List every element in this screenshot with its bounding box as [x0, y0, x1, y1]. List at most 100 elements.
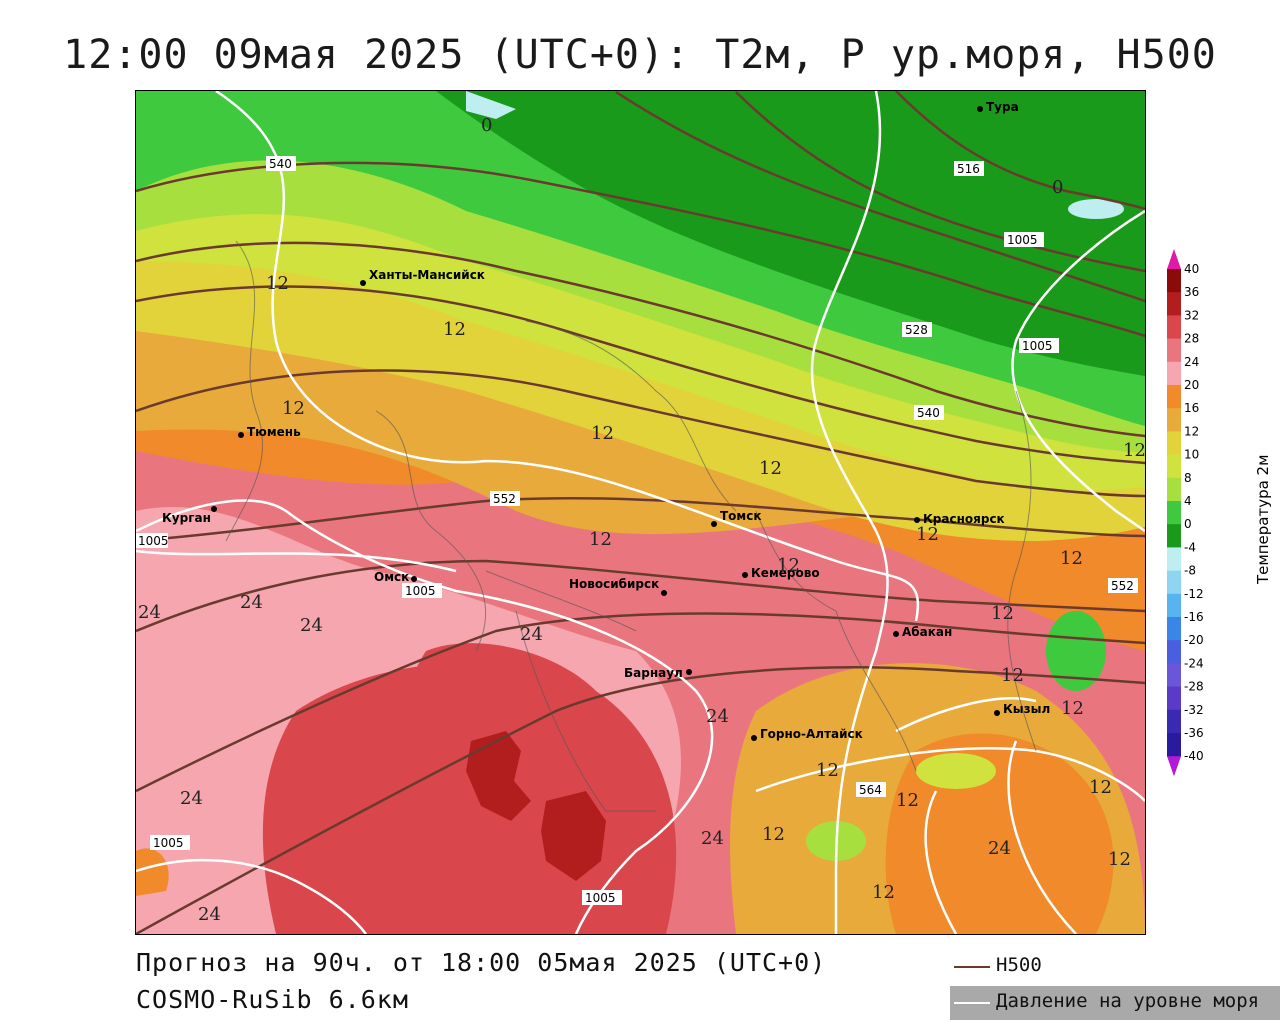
svg-text:Красноярск: Красноярск	[923, 512, 1005, 526]
svg-text:12: 12	[282, 398, 305, 419]
colorbar-tick-label: -40	[1184, 749, 1204, 763]
colorbar-swatch	[1167, 315, 1181, 340]
colorbar-tick-label: -4	[1184, 540, 1196, 554]
svg-text:Омск: Омск	[374, 570, 409, 584]
colorbar-swatch	[1167, 269, 1181, 293]
city-tomsk: Томск	[711, 509, 762, 527]
colorbar-swatch	[1167, 338, 1181, 363]
colorbar-tick-label: 40	[1184, 262, 1199, 276]
svg-text:Кемерово: Кемерово	[751, 566, 820, 580]
colorbar-swatch	[1167, 547, 1181, 572]
svg-text:24: 24	[300, 615, 323, 636]
city-tura: Тура	[977, 100, 1019, 114]
legend-h500: H500	[950, 950, 1280, 984]
svg-text:12: 12	[1060, 548, 1083, 569]
colorbar-swatch	[1167, 733, 1181, 757]
svg-text:Тура: Тура	[986, 100, 1019, 114]
colorbar-swatch	[1167, 408, 1181, 432]
colorbar-swatch	[1167, 617, 1181, 641]
h500-labels: 540 516 528 540 552 552 564	[266, 156, 1138, 797]
colorbar-swatch	[1167, 593, 1181, 618]
svg-text:Горно-Алтайск: Горно-Алтайск	[760, 727, 863, 741]
svg-text:12: 12	[762, 824, 785, 845]
svg-text:12: 12	[1108, 849, 1131, 870]
city-kurgan: Курган	[162, 506, 217, 525]
svg-text:12: 12	[816, 760, 839, 781]
svg-text:12: 12	[872, 882, 895, 903]
svg-text:Новосибирск: Новосибирск	[569, 577, 659, 591]
colorbar-tick-label: 36	[1184, 285, 1199, 299]
forecast-map: Тура Ханты-Мансийск Тюмень Курган Омск Т…	[135, 90, 1146, 935]
svg-text:528: 528	[905, 323, 928, 337]
svg-text:1005: 1005	[1022, 339, 1053, 353]
city-khanty-mansiysk: Ханты-Мансийск	[360, 268, 485, 286]
colorbar-swatch	[1167, 454, 1181, 479]
colorbar-tick-label: 4	[1184, 494, 1192, 508]
colorbar-tick-label: -12	[1184, 587, 1204, 601]
colorbar-tick-label: -8	[1184, 564, 1196, 578]
pressure-isobars	[136, 91, 1145, 934]
city-markers: Тура Ханты-Мансийск Тюмень Курган Омск Т…	[162, 100, 1050, 741]
svg-text:Абакан: Абакан	[902, 625, 952, 639]
colorbar-swatch	[1167, 361, 1181, 386]
colorbar-tick-label: -16	[1184, 610, 1204, 624]
colorbar-swatch	[1167, 477, 1181, 502]
svg-text:12: 12	[1001, 665, 1024, 686]
svg-text:12: 12	[591, 423, 614, 444]
svg-text:Курган: Курган	[162, 511, 211, 525]
map-legend: H500 Давление на уровне моря	[950, 950, 1280, 1024]
temperature-colorbar: 403632282420161210840-4-8-12-16-20-24-28…	[1167, 249, 1272, 777]
svg-text:552: 552	[1111, 579, 1134, 593]
city-krasnoyarsk: Красноярск	[914, 512, 1005, 526]
city-abakan: Абакан	[893, 625, 952, 639]
svg-text:1005: 1005	[153, 836, 184, 850]
svg-text:12: 12	[759, 458, 782, 479]
colorbar-tick-label: 24	[1184, 355, 1199, 369]
city-omsk: Омск	[374, 570, 417, 584]
svg-text:12: 12	[777, 555, 800, 576]
colorbar-tick-label: 10	[1184, 448, 1199, 462]
svg-text:1005: 1005	[405, 584, 436, 598]
svg-text:12: 12	[1123, 440, 1146, 461]
temperature-labels: 0 0 12 12 12 12 12 12 12 12 12 12 12 12 …	[138, 115, 1146, 925]
svg-text:24: 24	[520, 624, 543, 645]
svg-text:24: 24	[701, 828, 724, 849]
svg-text:540: 540	[917, 406, 940, 420]
svg-text:24: 24	[198, 904, 221, 925]
svg-text:24: 24	[240, 592, 263, 613]
svg-text:12: 12	[896, 790, 919, 811]
map-title: 12:00 09мая 2025 (UTC+0): T2м, P ур.моря…	[63, 32, 1217, 78]
colorbar-swatch	[1167, 663, 1181, 688]
svg-text:Барнаул: Барнаул	[624, 666, 683, 680]
svg-text:Тюмень: Тюмень	[247, 425, 301, 439]
h500-contours	[136, 91, 1145, 934]
svg-text:1005: 1005	[138, 534, 169, 548]
legend-pressure-label: Давление на уровне моря	[996, 990, 1260, 1012]
colorbar-swatch	[1167, 709, 1181, 734]
colorbar-swatch	[1167, 640, 1181, 664]
colorbar-tick-label: 8	[1184, 471, 1192, 485]
svg-text:516: 516	[957, 162, 980, 176]
colorbar-swatch	[1167, 524, 1181, 548]
svg-text:1005: 1005	[585, 891, 616, 905]
colorbar-swatch	[1167, 570, 1181, 595]
svg-text:24: 24	[706, 706, 729, 727]
colorbar-ticks: 403632282420161210840-4-8-12-16-20-24-28…	[1184, 262, 1204, 763]
colorbar-tick-label: -20	[1184, 633, 1204, 647]
svg-text:12: 12	[443, 319, 466, 340]
colorbar-tick-label: 12	[1184, 424, 1199, 438]
colorbar-swatch	[1167, 385, 1181, 409]
svg-text:24: 24	[988, 838, 1011, 859]
colorbar-title: Температура 2м	[1254, 455, 1272, 585]
city-barnaul: Барнаул	[624, 666, 692, 680]
city-tyumen: Тюмень	[238, 425, 301, 439]
svg-text:12: 12	[1061, 698, 1084, 719]
colorbar-swatch	[1167, 292, 1181, 316]
colorbar-tick-label: -24	[1184, 656, 1204, 670]
legend-pressure-line	[954, 1002, 990, 1004]
colorbar-tick-label: 20	[1184, 378, 1199, 392]
colorbar-bottom-arrow	[1167, 756, 1181, 777]
svg-text:12: 12	[589, 529, 612, 550]
svg-text:Кызыл: Кызыл	[1003, 702, 1050, 716]
legend-pressure: Давление на уровне моря	[950, 986, 1280, 1020]
